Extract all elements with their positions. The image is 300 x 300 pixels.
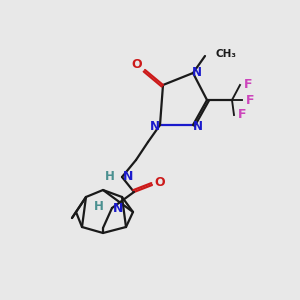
Text: CH₃: CH₃ xyxy=(215,49,236,59)
Text: N: N xyxy=(123,170,134,184)
Text: N: N xyxy=(192,65,202,79)
Text: H: H xyxy=(105,170,115,184)
Text: H: H xyxy=(94,200,104,214)
Text: O: O xyxy=(155,176,165,188)
Text: N: N xyxy=(150,119,160,133)
Text: O: O xyxy=(132,58,142,71)
Text: F: F xyxy=(244,79,252,92)
Text: N: N xyxy=(193,119,203,133)
Text: F: F xyxy=(238,109,246,122)
Text: F: F xyxy=(246,94,254,106)
Text: N: N xyxy=(113,202,123,214)
